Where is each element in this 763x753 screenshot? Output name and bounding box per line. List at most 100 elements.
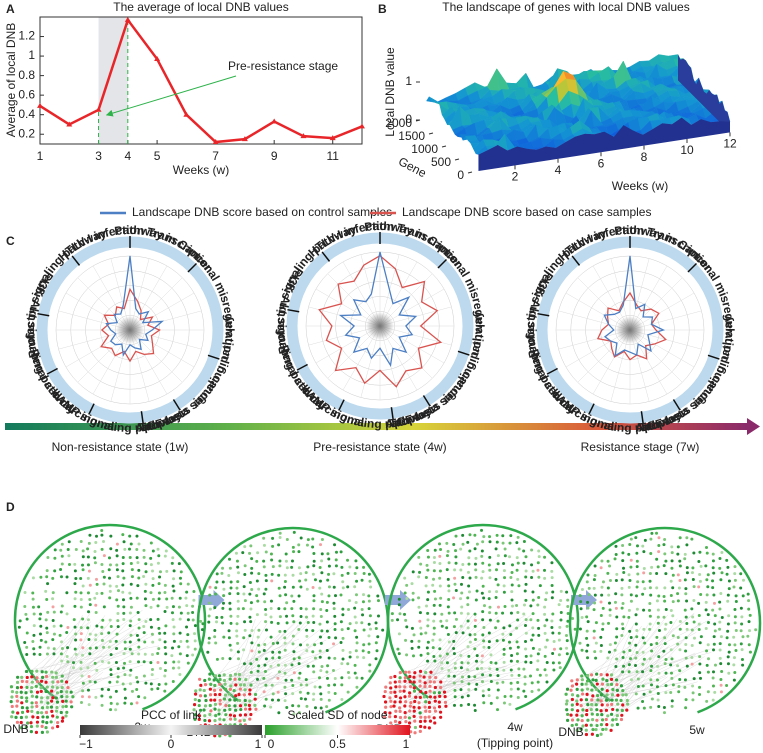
network-node	[482, 639, 486, 643]
dnb-node	[36, 710, 40, 715]
network-node	[543, 612, 547, 616]
network-node	[299, 697, 303, 701]
dnb-node	[55, 715, 59, 719]
dnb-node	[590, 698, 594, 702]
network-node	[158, 570, 162, 574]
network-node	[129, 562, 133, 566]
network-node	[685, 536, 689, 540]
network-node	[285, 705, 289, 709]
network-node	[319, 697, 323, 701]
dnb-node	[615, 722, 620, 727]
network-node	[468, 640, 472, 644]
network-node	[320, 664, 324, 668]
dnb-node	[427, 715, 431, 719]
dnb-node	[590, 702, 594, 707]
network-node	[292, 671, 296, 675]
network-node	[405, 596, 409, 600]
network-node	[109, 673, 113, 677]
network-node	[283, 585, 287, 589]
network-node	[593, 564, 597, 568]
network-link	[208, 638, 300, 679]
dnb-node	[29, 690, 33, 694]
network-node	[262, 536, 266, 540]
network-node	[426, 568, 430, 572]
network-node	[557, 631, 561, 635]
network-node	[114, 689, 118, 693]
network-node	[326, 578, 330, 582]
z-tick-label: 1	[405, 74, 412, 88]
dnb-node	[423, 681, 427, 685]
network-node	[601, 622, 605, 626]
network-node	[87, 638, 91, 642]
network-node	[88, 652, 92, 656]
network-node	[725, 558, 729, 562]
network-node	[250, 571, 254, 575]
network-node	[537, 555, 541, 559]
network-node	[340, 628, 344, 632]
network-node	[255, 613, 259, 617]
network-node	[452, 542, 456, 546]
network-node	[515, 652, 519, 656]
network-node	[664, 559, 668, 563]
network-node	[711, 559, 715, 563]
dnb-node	[408, 709, 412, 713]
network-node	[228, 607, 232, 611]
network-node	[73, 562, 77, 566]
network-node	[172, 632, 176, 636]
network-node	[718, 566, 722, 570]
network-week-label: 4w	[507, 720, 523, 734]
network-node	[657, 543, 661, 547]
network-node	[114, 708, 118, 712]
network-node	[255, 579, 259, 583]
network-node	[306, 538, 310, 542]
network-node	[177, 645, 181, 649]
network-node	[543, 631, 547, 635]
network-node	[594, 621, 598, 625]
network-node	[346, 585, 350, 589]
network-node	[207, 614, 211, 618]
dnb-node	[15, 699, 20, 703]
network-node	[662, 594, 666, 598]
dnb-node	[594, 678, 598, 682]
dnb-node	[423, 705, 427, 709]
network-node	[496, 708, 500, 712]
sector-divider	[457, 350, 470, 356]
dnb-node	[433, 685, 437, 690]
network-node	[508, 702, 512, 706]
network-node	[663, 662, 667, 666]
network-node	[467, 590, 471, 594]
network-node	[116, 604, 120, 608]
network-node	[459, 547, 463, 551]
network-node	[566, 604, 570, 608]
network-node	[31, 605, 35, 609]
network-node	[718, 648, 722, 652]
network-node	[718, 600, 722, 604]
sector-divider	[88, 403, 95, 415]
network-node	[163, 554, 167, 558]
y-tick	[454, 158, 460, 161]
dnb-node	[417, 701, 421, 705]
network-node	[711, 608, 715, 612]
dnb-node	[65, 695, 69, 699]
network-node	[156, 617, 160, 621]
network-node	[748, 650, 752, 654]
network-node	[481, 584, 485, 588]
network-node	[524, 660, 528, 664]
network-node	[88, 680, 92, 684]
dnb-node	[59, 690, 63, 694]
network-node	[122, 666, 126, 670]
network-node	[235, 622, 239, 626]
network-node	[621, 543, 625, 547]
dnb-node	[427, 700, 431, 705]
radar-line	[318, 254, 443, 388]
dnb-node	[609, 677, 614, 682]
network-link	[398, 614, 527, 686]
network-node	[158, 666, 162, 670]
network-node	[592, 586, 596, 590]
network-node	[460, 605, 464, 609]
network-node	[614, 664, 618, 668]
network-node	[524, 555, 528, 559]
network-node	[622, 650, 626, 654]
network-node	[550, 561, 554, 565]
network-node	[52, 632, 56, 636]
